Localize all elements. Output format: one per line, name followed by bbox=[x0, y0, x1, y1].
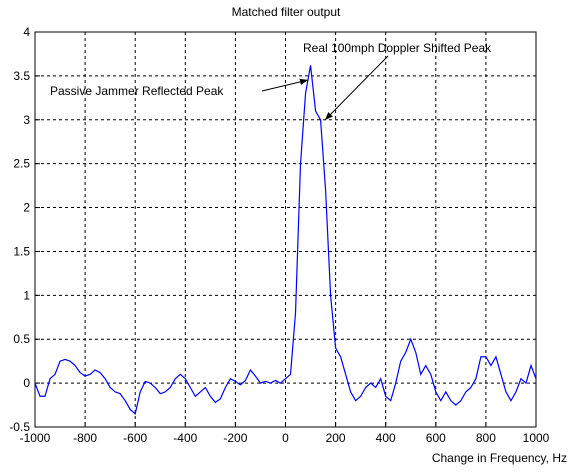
x-tick-label: -1000 bbox=[20, 431, 51, 445]
x-tick-label: 1000 bbox=[523, 431, 550, 445]
x-tick-label: -800 bbox=[73, 431, 97, 445]
annotation-arrow bbox=[261, 78, 309, 92]
x-tick-label: 0 bbox=[282, 431, 289, 445]
annotation: Passive Jammer Reflected Peak bbox=[50, 84, 224, 98]
x-tick-label: -200 bbox=[223, 431, 247, 445]
annotation-arrow bbox=[324, 55, 389, 121]
y-tick-label: 3 bbox=[23, 113, 30, 127]
x-axis-label: Change in Frequency, Hz bbox=[432, 451, 567, 465]
x-tick-label: 400 bbox=[376, 431, 396, 445]
y-tick-label: -0.5 bbox=[9, 420, 30, 434]
annotation: Real 100mph Doppler Shifted Peak bbox=[303, 41, 492, 55]
y-tick-label: 1 bbox=[23, 288, 30, 302]
y-tick-label: 2 bbox=[23, 201, 30, 215]
y-tick-label: 1.5 bbox=[13, 244, 30, 258]
line-series bbox=[34, 65, 537, 415]
y-tick-label: 0 bbox=[23, 376, 30, 390]
y-tick-label: 3.5 bbox=[13, 69, 30, 83]
x-tick-label: -600 bbox=[123, 431, 147, 445]
x-tick-label: 600 bbox=[426, 431, 446, 445]
x-tick-label: 200 bbox=[326, 431, 346, 445]
chart-title: Matched filter output bbox=[232, 5, 341, 19]
x-tick-label: 800 bbox=[476, 431, 496, 445]
y-tick-label: 4 bbox=[23, 25, 30, 39]
x-tick-label: -400 bbox=[173, 431, 197, 445]
y-tick-label: 0.5 bbox=[13, 332, 30, 346]
y-tick-label: 2.5 bbox=[13, 157, 30, 171]
plot-frame bbox=[34, 31, 537, 428]
